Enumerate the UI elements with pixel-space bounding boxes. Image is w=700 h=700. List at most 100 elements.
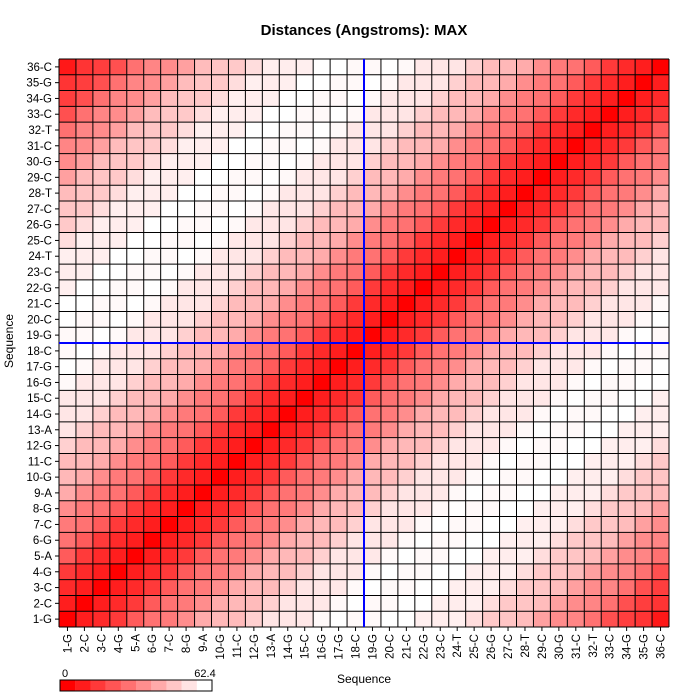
heatmap-cell — [482, 74, 500, 91]
heatmap-cell — [499, 311, 517, 328]
heatmap-cell — [635, 264, 653, 280]
heatmap-cell — [380, 579, 398, 596]
heatmap-cell — [126, 216, 144, 233]
heatmap-cell — [397, 74, 415, 91]
heatmap-cell — [482, 437, 500, 454]
heatmap-cell — [330, 374, 348, 391]
heatmap-cell — [194, 327, 212, 344]
heatmap-cell — [92, 153, 110, 170]
heatmap-cell — [245, 185, 263, 202]
heatmap-cell — [262, 358, 280, 375]
colorbar-swatch — [75, 680, 91, 691]
heatmap-cell — [431, 169, 449, 186]
heatmap-cell — [262, 390, 280, 407]
heatmap-cell — [431, 532, 449, 549]
heatmap-cell — [618, 169, 636, 186]
heatmap-cell — [228, 122, 246, 138]
heatmap-cell — [279, 327, 297, 344]
heatmap-cell — [313, 579, 331, 596]
heatmap-cell — [635, 59, 653, 75]
heatmap-cell — [126, 311, 144, 328]
heatmap-cell — [431, 563, 449, 580]
crosshair[interactable] — [59, 59, 669, 627]
heatmap-cell — [296, 295, 314, 312]
heatmap-cell — [313, 343, 331, 359]
heatmap-cell — [160, 563, 178, 580]
heatmap-cell — [533, 106, 551, 123]
heatmap-cell — [550, 548, 568, 564]
heatmap-cell — [482, 406, 500, 422]
heatmap-cell — [92, 516, 110, 533]
heatmap-cell — [143, 169, 161, 186]
heatmap-cell — [330, 548, 348, 564]
heatmap-cell — [652, 453, 670, 470]
heatmap-cell — [448, 595, 466, 612]
heatmap-cell — [567, 611, 585, 628]
heatmap-cell — [431, 264, 449, 280]
colorbar-swatch — [120, 680, 137, 691]
y-axis-ticks: 1-G 2-C 3-C 4-G 5-A 6-G 7-C 8-G 9-A 10-G 11-C 12-G 1… — [26, 62, 59, 626]
heatmap-cell — [143, 106, 161, 123]
heatmap-cell — [177, 548, 195, 564]
heatmap-cell — [313, 74, 331, 91]
heatmap-cell — [75, 279, 93, 296]
heatmap-cell — [262, 469, 280, 486]
heatmap-cell — [59, 469, 77, 486]
heatmap-cell — [347, 264, 365, 280]
heatmap-cell — [397, 137, 415, 154]
heatmap-cell — [414, 437, 432, 454]
colorbar-swatch — [105, 680, 121, 691]
y-tick-label: 9-A — [34, 488, 52, 500]
heatmap-cell — [59, 279, 77, 296]
heatmap-cell — [482, 327, 500, 344]
heatmap-cell — [380, 516, 398, 533]
heatmap-cell — [482, 90, 500, 107]
heatmap-cell — [59, 264, 77, 280]
heatmap-cell — [364, 153, 382, 170]
heatmap-cell — [160, 279, 178, 296]
heatmap-cell — [109, 516, 127, 533]
y-tick-label: 19-G — [26, 330, 52, 342]
heatmap-cell — [92, 453, 110, 470]
heatmap-cell — [347, 59, 365, 75]
heatmap-cell — [109, 343, 127, 359]
heatmap-cell — [330, 453, 348, 470]
heatmap-cell — [601, 548, 619, 564]
heatmap-cell — [245, 453, 263, 470]
heatmap-cell — [550, 453, 568, 470]
colorbar-swatch — [90, 680, 106, 691]
heatmap-cell — [516, 106, 534, 123]
heatmap-cell — [482, 216, 500, 233]
heatmap-cell — [465, 500, 483, 517]
heatmap-cell — [448, 153, 466, 170]
heatmap-cell — [414, 169, 432, 186]
heatmap-cell — [160, 579, 178, 596]
heatmap-cell — [296, 106, 314, 123]
heatmap-cell — [618, 485, 636, 501]
heatmap-cell — [109, 279, 127, 296]
heatmap-cell — [296, 485, 314, 501]
heatmap-cell — [59, 390, 77, 407]
heatmap-cell — [330, 390, 348, 407]
heatmap-cell — [347, 485, 365, 501]
heatmap-cell — [262, 295, 280, 312]
heatmap-cell — [160, 327, 178, 344]
heatmap-cell — [126, 563, 144, 580]
heatmap-cell — [59, 548, 77, 564]
y-tick-label: 12-G — [26, 441, 52, 453]
heatmap-cell — [601, 453, 619, 470]
heatmap-cell — [279, 532, 297, 549]
heatmap-cell — [397, 548, 415, 564]
heatmap-cell — [618, 500, 636, 517]
heatmap-cell — [635, 453, 653, 470]
heatmap-cell — [296, 311, 314, 328]
heatmap-cell — [75, 453, 93, 470]
heatmap-cell — [635, 406, 653, 422]
heatmap-cell — [194, 548, 212, 564]
heatmap-cell — [177, 343, 195, 359]
heatmap-cell — [482, 153, 500, 170]
heatmap-cell — [75, 500, 93, 517]
heatmap-cell — [533, 74, 551, 91]
heatmap-cell — [465, 59, 483, 75]
heatmap-cell — [279, 295, 297, 312]
